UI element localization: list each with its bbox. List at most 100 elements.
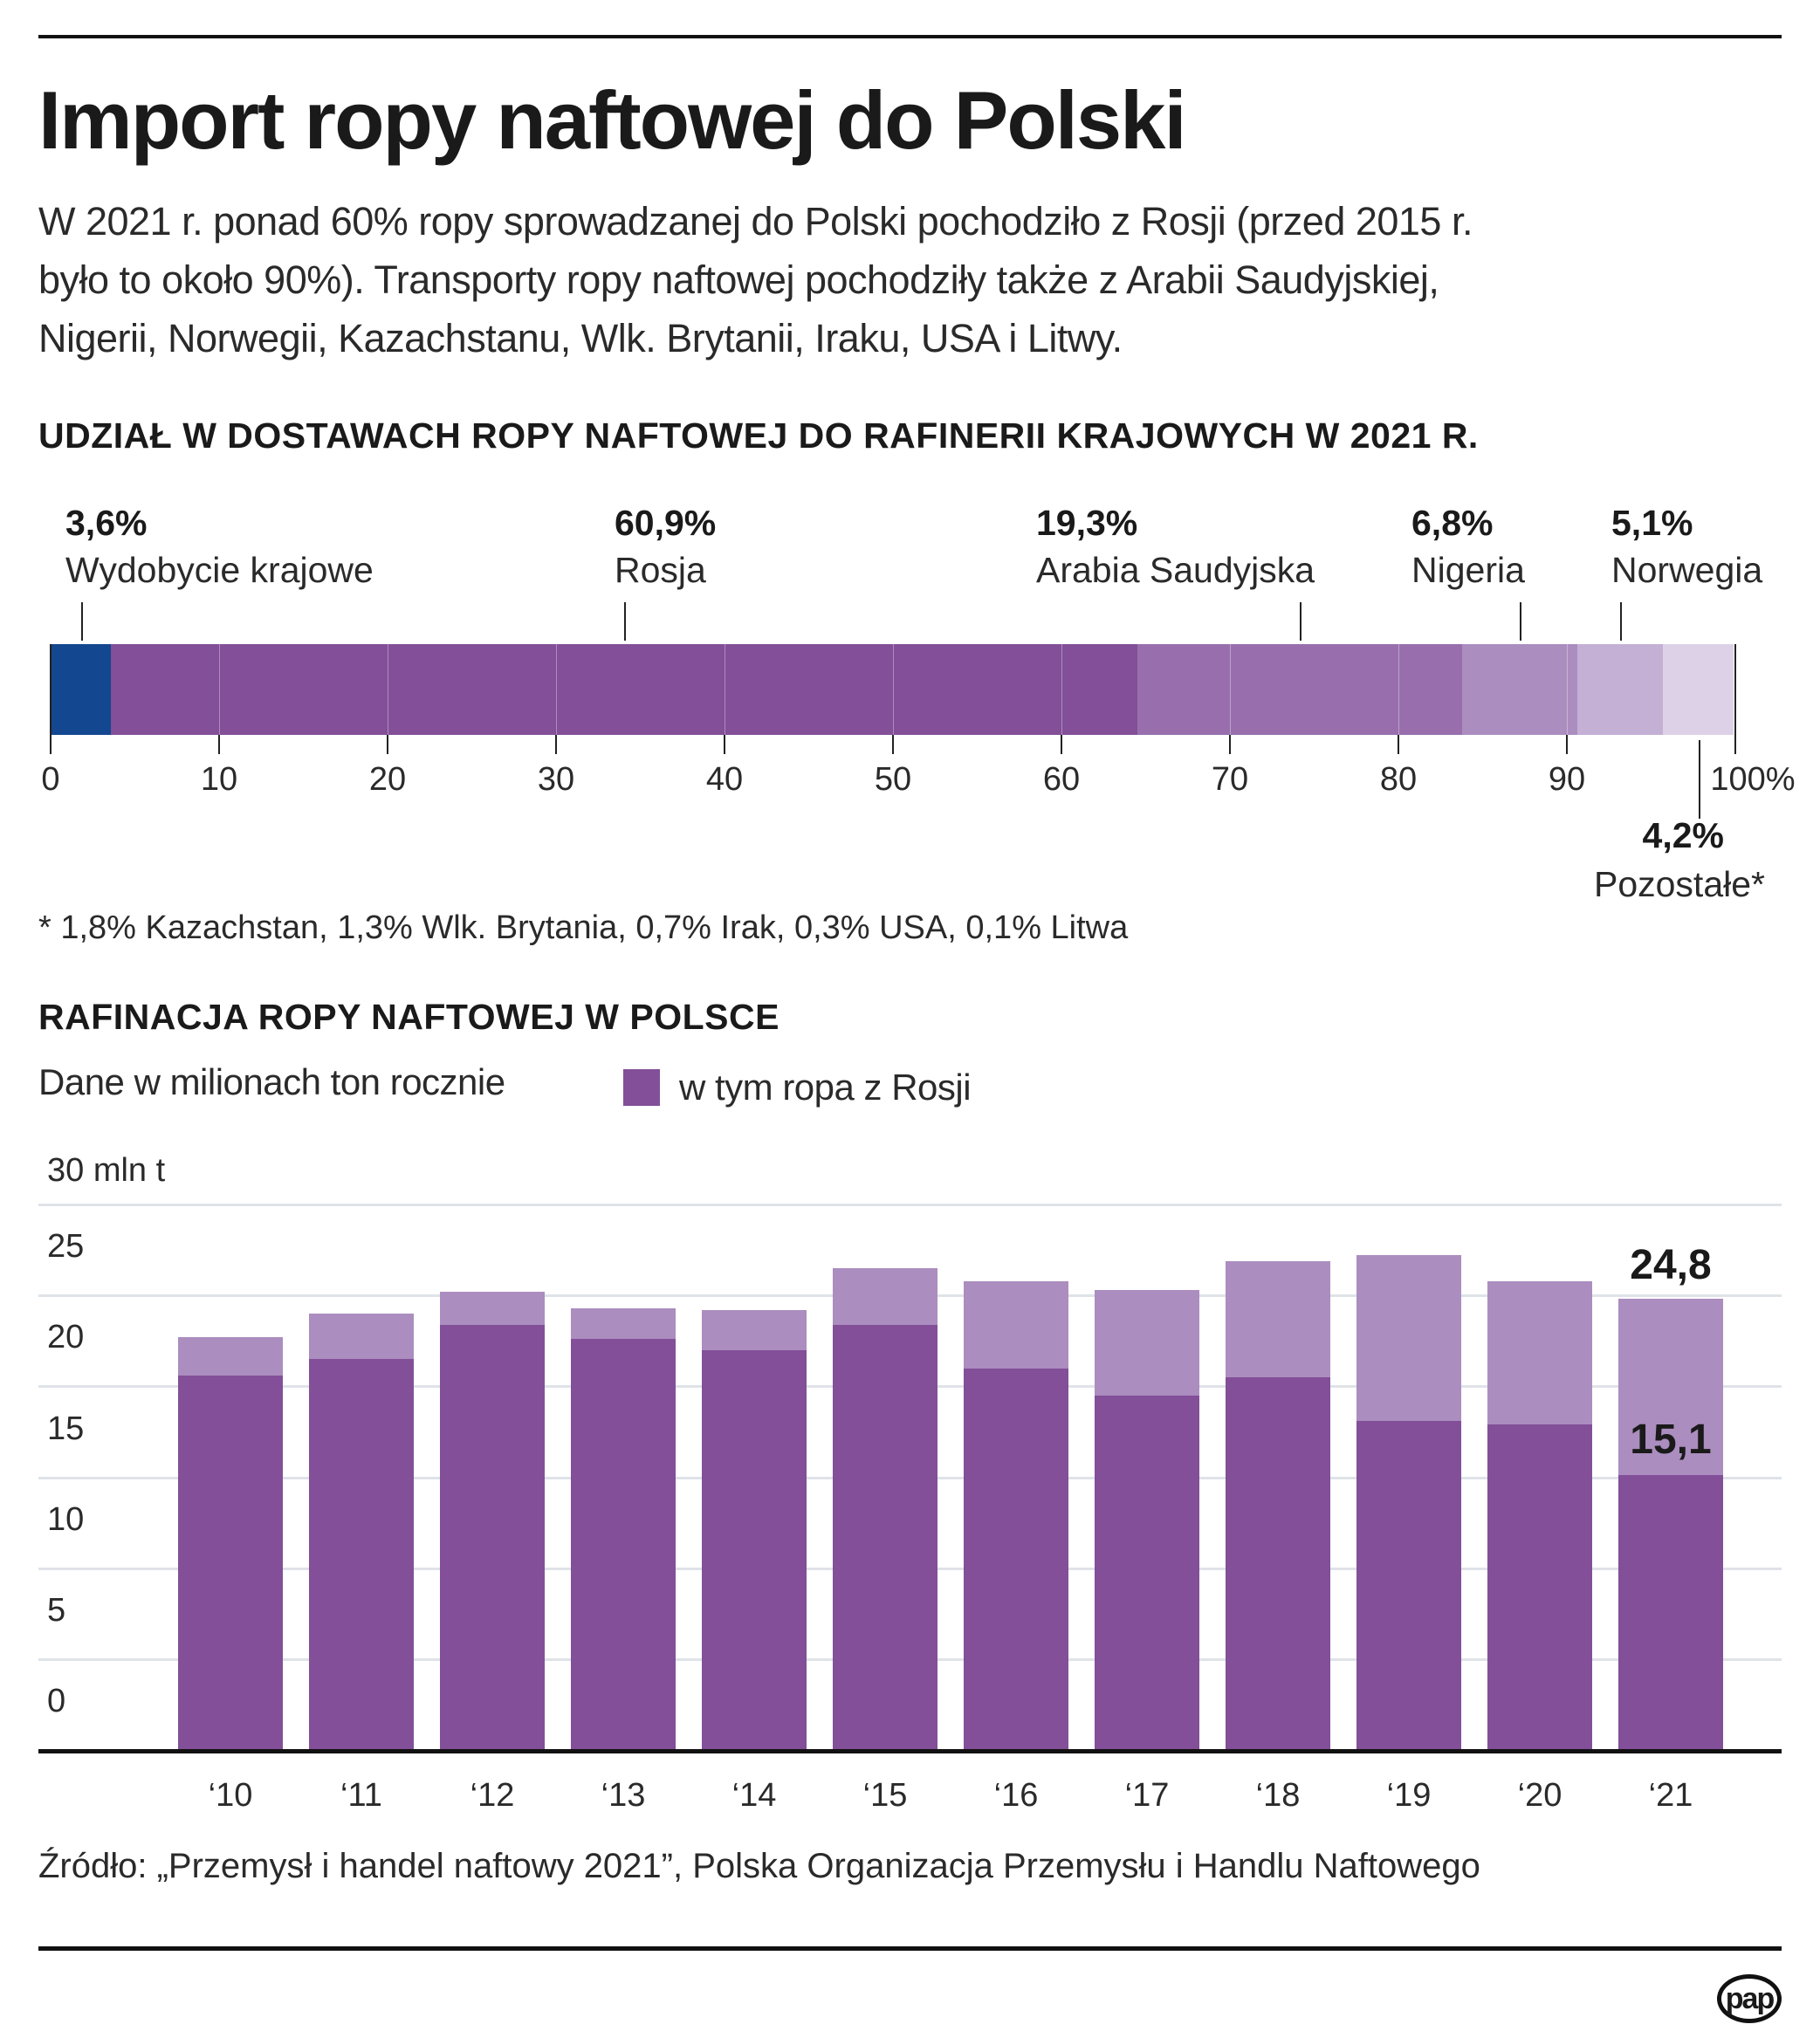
- bar-russia: [964, 1368, 1068, 1750]
- share-tick-label: 40: [705, 761, 744, 798]
- bar-russia: [833, 1324, 937, 1750]
- refining-chart-subtitle: Dane w milionach ton rocznie: [38, 1061, 505, 1102]
- share-tick-label: 20: [368, 761, 407, 798]
- y-tick-label: 10: [47, 1500, 85, 1538]
- share-grid-line: [1061, 644, 1062, 735]
- x-tick-label: ‘20: [1517, 1777, 1562, 1814]
- share-tick-mark: [1061, 735, 1062, 754]
- share-leader-line: [1300, 602, 1302, 641]
- x-tick-label: ‘19: [1386, 1777, 1432, 1814]
- x-tick-label: ‘11: [340, 1777, 382, 1814]
- share-name-label: Wydobycie krajowe: [65, 550, 374, 590]
- share-tick-label: 50: [874, 761, 912, 798]
- bottom-rule: [38, 1946, 1782, 1951]
- share-percent-label: 19,3%: [1036, 503, 1138, 543]
- share-percent-label: 4,2%: [1642, 815, 1724, 855]
- legend-label-russia: w tym ropa z Rosji: [679, 1067, 972, 1108]
- share-tick-label: 0: [41, 761, 60, 798]
- y-tick-label: 15: [47, 1410, 85, 1447]
- bar-russia: [1618, 1475, 1723, 1750]
- y-grid-line: [38, 1204, 1782, 1206]
- share-name-label: Nigeria: [1411, 550, 1525, 590]
- share-tick-mark: [387, 735, 388, 754]
- source-note: Źródło: „Przemysł i handel naftowy 2021”…: [38, 1847, 1480, 1885]
- share-footnote: * 1,8% Kazachstan, 1,3% Wlk. Brytania, 0…: [38, 909, 1129, 946]
- share-tick-label: 60: [1042, 761, 1081, 798]
- lead-line-2: było to około 90%). Transporty ropy naft…: [38, 257, 1439, 302]
- share-segment-3: [1137, 644, 1463, 735]
- legend-swatch-russia: [623, 1069, 660, 1106]
- x-axis-baseline: [38, 1749, 1782, 1753]
- x-tick-label: ‘16: [993, 1777, 1039, 1814]
- x-tick-label: ‘10: [208, 1777, 253, 1814]
- share-grid-line: [1230, 644, 1231, 735]
- x-tick-label: ‘13: [601, 1777, 646, 1814]
- refining-chart-title: RAFINACJA ROPY NAFTOWEJ W POLSCE: [38, 997, 780, 1037]
- share-segment-2: [111, 644, 1137, 735]
- share-grid-line: [893, 644, 894, 735]
- share-grid-line: [1398, 644, 1399, 735]
- y-tick-label: 0: [47, 1683, 66, 1719]
- share-grid-line: [1567, 644, 1568, 735]
- share-chart: 3,6% Wydobycie krajowe 60,9% Rosja 19,3% Arab…: [0, 0, 1820, 960]
- y-tick-label: 5: [47, 1591, 66, 1629]
- share-grid-line: [556, 644, 557, 735]
- x-tick-label: ‘17: [1124, 1777, 1170, 1814]
- share-segment-1: [51, 644, 112, 735]
- share-percent-label: 3,6%: [65, 503, 148, 543]
- share-grid-line: [219, 644, 220, 735]
- share-segment-6: [1663, 644, 1734, 735]
- share-leader-line: [1619, 602, 1622, 641]
- share-tick-mark: [1398, 735, 1399, 754]
- share-name-label: Arabia Saudyjska: [1036, 550, 1315, 590]
- x-tick-label: ‘12: [470, 1777, 515, 1814]
- share-tick-mark: [724, 735, 725, 754]
- share-tick-label: 10: [200, 761, 238, 798]
- share-percent-label: 60,9%: [615, 503, 717, 543]
- share-tick-label: 100%: [1710, 761, 1796, 798]
- x-tick-label: ‘21: [1648, 1777, 1693, 1814]
- bar-russia: [1487, 1424, 1592, 1750]
- share-tick-mark: [1229, 735, 1231, 754]
- share-tick-mark: [1734, 644, 1736, 754]
- share-segment-4: [1462, 644, 1577, 735]
- share-leader-line: [1519, 602, 1521, 641]
- bar-russia: [178, 1375, 283, 1750]
- bar-russia: [309, 1359, 414, 1750]
- share-tick-label: 80: [1379, 761, 1418, 798]
- x-tick-label: ‘14: [731, 1777, 777, 1814]
- share-name-label: Pozostałe*: [1593, 864, 1765, 904]
- share-leader-line: [624, 602, 627, 641]
- bar-russia: [1356, 1420, 1461, 1750]
- share-tick-label: 90: [1548, 761, 1586, 798]
- bar-russia: [571, 1339, 676, 1750]
- share-tick-mark: [1566, 735, 1568, 754]
- annotation-russia-2021: 15,1: [1630, 1417, 1712, 1464]
- share-chart-title: UDZIAŁ W DOSTAWACH ROPY NAFTOWEJ DO RAFI…: [38, 415, 1479, 456]
- legend-item-russia: w tym ropa z Rosji: [623, 1067, 972, 1108]
- bar-russia: [1226, 1376, 1330, 1750]
- x-tick-label: ‘15: [862, 1777, 908, 1814]
- share-leader-line: [80, 602, 83, 641]
- share-tick-mark: [555, 735, 557, 754]
- share-name-label: Rosja: [615, 550, 706, 590]
- share-name-label: Norwegia: [1611, 550, 1763, 590]
- y-tick-label: 25: [47, 1228, 85, 1266]
- share-percent-label: 5,1%: [1611, 503, 1693, 543]
- pap-logo: pap: [1717, 1974, 1782, 2023]
- share-segment-5: [1576, 644, 1663, 735]
- page-title: Import ropy naftowej do Polski: [38, 74, 1187, 166]
- annotation-total-2021: 24,8: [1630, 1242, 1712, 1289]
- bar-russia: [1095, 1395, 1199, 1750]
- share-axis-start: [50, 644, 52, 754]
- y-axis-unit-label: 30 mln t: [47, 1152, 166, 1189]
- y-tick-label: 20: [47, 1319, 85, 1356]
- share-tick-label: 30: [537, 761, 575, 798]
- share-tick-label: 70: [1211, 761, 1249, 798]
- share-leader-line: [1698, 740, 1700, 819]
- share-tick-mark: [892, 735, 894, 754]
- lead-line-1: W 2021 r. ponad 60% ropy sprowadzanej do…: [38, 199, 1473, 244]
- bar-russia: [702, 1349, 807, 1750]
- x-tick-label: ‘18: [1255, 1777, 1301, 1814]
